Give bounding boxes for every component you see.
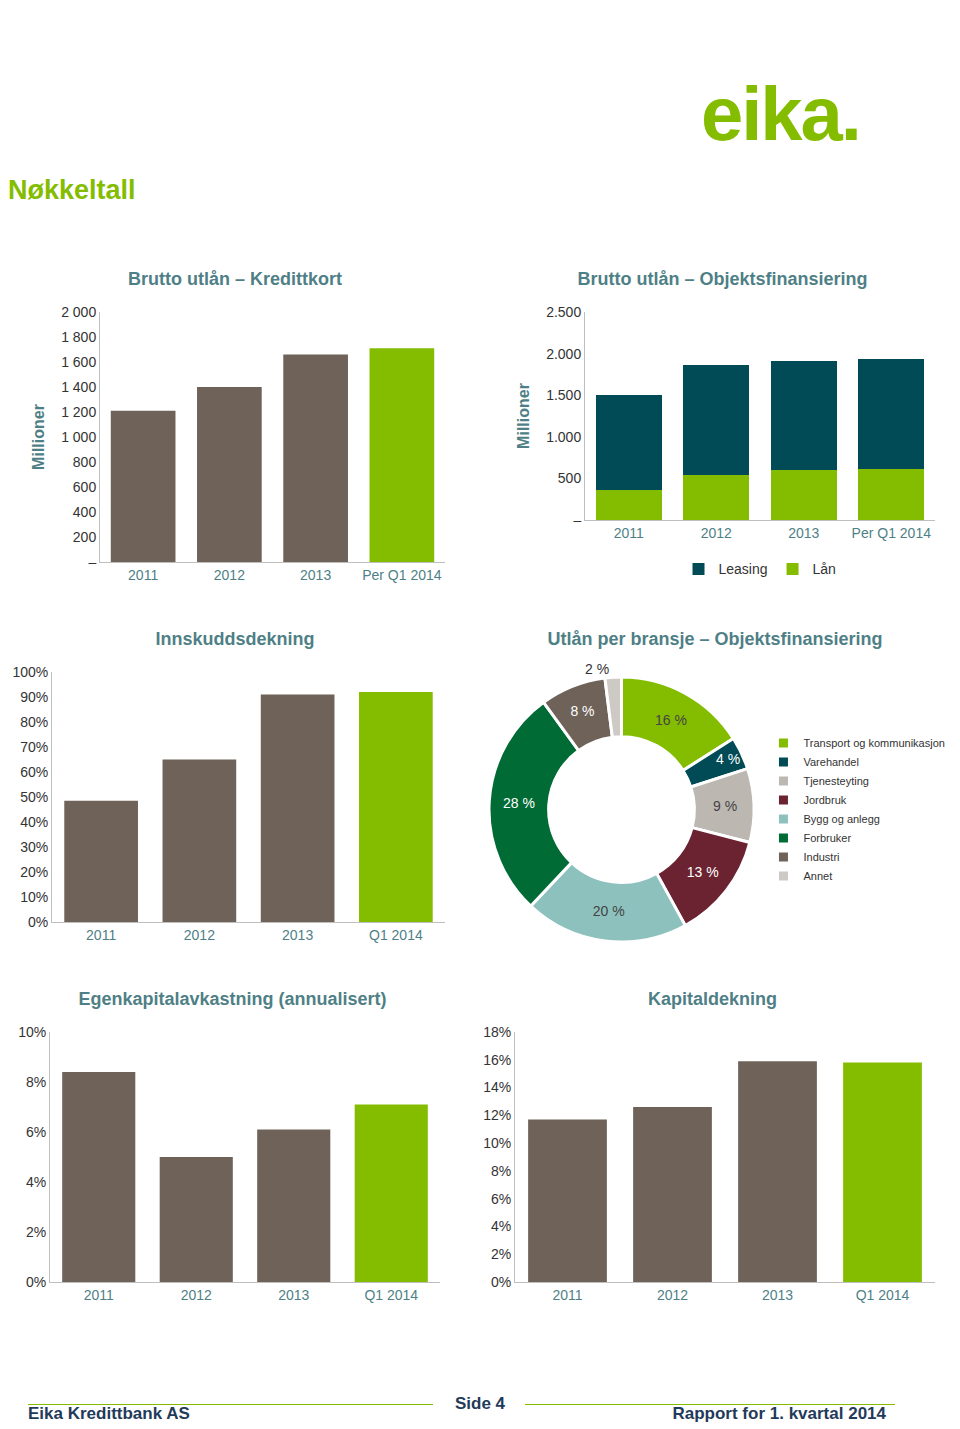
svg-text:Tjenesteyting: Tjenesteyting [803,775,868,787]
svg-text:Forbruker: Forbruker [803,832,851,844]
svg-text:90%: 90% [20,689,48,705]
svg-text:2 000: 2 000 [61,304,96,320]
svg-text:1.500: 1.500 [546,387,581,403]
svg-text:500: 500 [558,470,582,486]
svg-text:2011: 2011 [614,525,644,541]
svg-text:13 %: 13 % [687,864,719,880]
svg-text:20 %: 20 % [593,903,625,919]
svg-text:Jordbruk: Jordbruk [803,794,846,806]
svg-text:2012: 2012 [184,927,215,943]
html-text:Nøkkeltall: Nøkkeltall [8,175,136,205]
svg-text:2011: 2011 [84,1287,114,1303]
svg-text:Innskuddsdekning: Innskuddsdekning [155,629,314,649]
html-text:Rapport for 1. kvartal 2014: Rapport for 1. kvartal 2014 [672,1404,886,1423]
svg-text:2012: 2012 [701,525,732,541]
svg-text:Leasing: Leasing [719,561,768,577]
svg-text:2012: 2012 [214,567,245,583]
svg-text:2013: 2013 [788,525,819,541]
svg-text:6%: 6% [26,1124,46,1140]
svg-text:6%: 6% [491,1191,511,1207]
svg-text:40%: 40% [20,814,48,830]
svg-text:2013: 2013 [282,927,313,943]
svg-text:Utlån per bransje – Objektsfin: Utlån per bransje – Objektsfinansiering [547,629,882,649]
svg-text:2%: 2% [26,1224,46,1240]
svg-text:Bygg og anlegg: Bygg og anlegg [803,813,879,825]
svg-text:Per Q1 2014: Per Q1 2014 [852,525,932,541]
svg-text:2%: 2% [491,1246,511,1262]
svg-text:Varehandel: Varehandel [803,756,858,768]
svg-text:60%: 60% [20,764,48,780]
svg-text:16%: 16% [483,1052,511,1068]
svg-text:2013: 2013 [300,567,331,583]
svg-text:4%: 4% [491,1218,511,1234]
svg-text:8%: 8% [26,1074,46,1090]
svg-text:–: – [573,512,581,528]
svg-text:10%: 10% [20,889,48,905]
svg-text:Q1 2014: Q1 2014 [856,1287,910,1303]
html-text:Side 4: Side 4 [455,1394,506,1413]
svg-text:9 %: 9 % [713,798,737,814]
svg-text:1 800: 1 800 [61,329,96,345]
svg-text:Industri: Industri [803,851,839,863]
html-text:Eika Kredittbank AS: Eika Kredittbank AS [28,1404,190,1423]
svg-text:1 400: 1 400 [61,379,96,395]
svg-text:Millioner: Millioner [30,404,47,470]
svg-text:30%: 30% [20,839,48,855]
svg-text:Per Q1 2014: Per Q1 2014 [362,567,442,583]
svg-text:28 %: 28 % [503,795,535,811]
svg-text:16 %: 16 % [655,712,687,728]
svg-text:2013: 2013 [278,1287,309,1303]
svg-text:Q1 2014: Q1 2014 [364,1287,418,1303]
svg-text:2 %: 2 % [585,661,609,677]
svg-text:1 200: 1 200 [61,404,96,420]
svg-text:4 %: 4 % [716,751,740,767]
svg-text:2011: 2011 [86,927,116,943]
svg-text:2011: 2011 [128,567,158,583]
svg-text:2011: 2011 [552,1287,582,1303]
svg-text:2.000: 2.000 [546,346,581,362]
svg-text:0%: 0% [28,914,48,930]
svg-text:10%: 10% [483,1135,511,1151]
svg-text:1 600: 1 600 [61,354,96,370]
svg-text:0%: 0% [26,1274,46,1290]
svg-text:1.000: 1.000 [546,429,581,445]
svg-text:80%: 80% [20,714,48,730]
svg-text:8%: 8% [491,1163,511,1179]
svg-text:2013: 2013 [762,1287,793,1303]
svg-text:0%: 0% [491,1274,511,1290]
svg-text:200: 200 [73,529,97,545]
svg-text:18%: 18% [483,1024,511,1040]
svg-text:400: 400 [73,504,97,520]
svg-text:2012: 2012 [657,1287,688,1303]
svg-text:100%: 100% [12,664,48,680]
svg-text:2.500: 2.500 [546,304,581,320]
html-text:eika.: eika. [701,71,860,156]
svg-text:70%: 70% [20,739,48,755]
svg-text:20%: 20% [20,864,48,880]
svg-text:10%: 10% [18,1024,46,1040]
svg-text:Q1 2014: Q1 2014 [369,927,423,943]
svg-text:12%: 12% [483,1107,511,1123]
svg-text:14%: 14% [483,1079,511,1095]
svg-text:Brutto utlån – Objektsfinansie: Brutto utlån – Objektsfinansiering [577,269,867,289]
svg-text:Millioner: Millioner [515,383,532,449]
svg-text:Egenkapitalavkastning (annuali: Egenkapitalavkastning (annualisert) [78,989,386,1009]
svg-text:1 000: 1 000 [61,429,96,445]
svg-text:4%: 4% [26,1174,46,1190]
svg-text:Annet: Annet [803,870,832,882]
svg-text:600: 600 [73,479,97,495]
svg-text:50%: 50% [20,789,48,805]
svg-text:–: – [88,554,96,570]
svg-text:Transport og kommunikasjon: Transport og kommunikasjon [803,737,944,749]
svg-text:Brutto utlån – Kredittkort: Brutto utlån – Kredittkort [128,269,342,289]
svg-text:2012: 2012 [181,1287,212,1303]
svg-text:800: 800 [73,454,97,470]
svg-text:Kapitaldekning: Kapitaldekning [648,989,777,1009]
svg-text:8 %: 8 % [570,703,594,719]
svg-text:Lån: Lån [813,561,836,577]
